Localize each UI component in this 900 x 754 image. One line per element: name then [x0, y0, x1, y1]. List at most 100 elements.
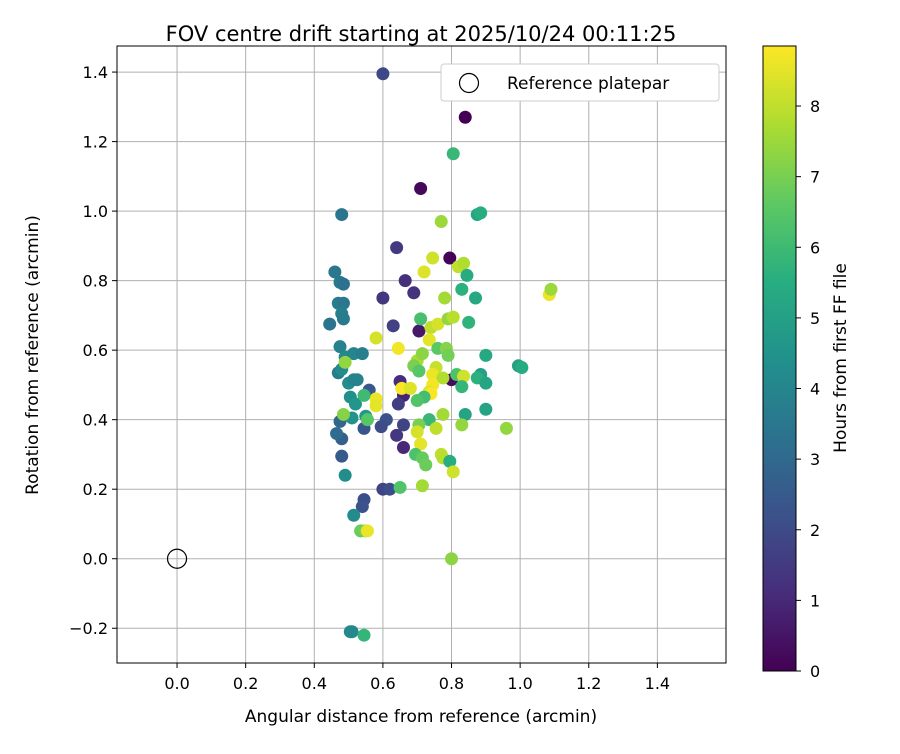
data-point: [446, 465, 460, 479]
colorbar-tick-label: 3: [810, 450, 820, 469]
data-point: [338, 355, 352, 369]
data-point: [479, 348, 493, 362]
plot-frame: [116, 45, 727, 664]
colorbar-tick-label: 7: [810, 168, 820, 187]
x-axis-label: Angular distance from reference (arcmin): [245, 707, 597, 727]
colorbar-tick-label: 0: [810, 662, 820, 681]
data-point: [393, 480, 407, 494]
colorbar-tick-label: 8: [810, 97, 820, 116]
data-point: [412, 364, 426, 378]
data-point: [338, 468, 352, 482]
data-point: [438, 291, 452, 305]
data-point: [414, 437, 428, 451]
x-tick-label: 1.0: [507, 674, 532, 693]
legend-marker-icon: [458, 72, 480, 94]
x-tick-label: 1.4: [645, 674, 670, 693]
data-point: [398, 274, 412, 288]
data-point: [460, 268, 474, 282]
colorbar-ticks: 0 1 2 3 4 5 6 7 8: [796, 97, 820, 681]
data-point: [360, 413, 374, 427]
data-point: [458, 407, 472, 421]
x-tick-label: 0.2: [233, 674, 258, 693]
data-point: [415, 347, 429, 361]
data-point: [479, 402, 493, 416]
data-point: [403, 381, 417, 395]
data-point: [419, 458, 433, 472]
y-tick-label: 0.6: [83, 341, 108, 360]
data-point: [376, 291, 390, 305]
reference-point-marker: [166, 548, 188, 569]
data-point: [446, 147, 460, 161]
data-point: [390, 241, 404, 255]
y-axis-label: Rotation from reference (arcmin): [23, 215, 43, 495]
colorbar-gradient: [762, 45, 797, 672]
data-point: [412, 324, 426, 338]
data-point: [396, 440, 410, 454]
data-point: [515, 361, 529, 375]
x-tick-label: 0.0: [164, 674, 189, 693]
data-point: [445, 552, 459, 566]
data-point: [347, 508, 361, 522]
chart-title: FOV centre drift starting at 2025/10/24 …: [166, 22, 677, 46]
data-point: [414, 312, 428, 326]
data-point: [386, 319, 400, 333]
colorbar-tick-label: 4: [810, 380, 820, 399]
data-point: [360, 524, 374, 538]
data-point: [436, 371, 450, 385]
data-point: [407, 286, 421, 300]
data-point: [335, 208, 349, 222]
data-point: [422, 333, 436, 347]
data-point: [376, 67, 390, 81]
data-point: [390, 428, 404, 442]
data-point: [336, 277, 350, 291]
data-point: [348, 397, 362, 411]
data-point: [458, 110, 472, 124]
data-point: [414, 182, 428, 196]
colorbar-tick-label: 5: [810, 309, 820, 328]
data-point: [441, 348, 455, 362]
x-tick-label: 1.2: [576, 674, 601, 693]
data-point: [455, 380, 469, 394]
colorbar-tick-label: 2: [810, 521, 820, 540]
data-point: [336, 407, 350, 421]
x-axis-ticks: 0.0 0.2 0.4 0.6 0.8 1.0 1.2 1.4: [164, 663, 670, 693]
y-tick-label: 1.2: [83, 133, 108, 152]
y-tick-label: 0.0: [83, 550, 108, 569]
data-point: [396, 418, 410, 432]
data-point: [369, 331, 383, 345]
data-point: [357, 388, 371, 402]
data-point: [410, 394, 424, 408]
legend-label: Reference platepar: [507, 74, 669, 94]
y-tick-label: 0.8: [83, 272, 108, 291]
data-point: [431, 317, 445, 331]
data-point: [443, 251, 457, 265]
data-point: [479, 376, 493, 390]
data-point: [544, 282, 558, 296]
legend: Reference platepar: [440, 63, 720, 102]
data-point: [417, 265, 431, 279]
data-point: [357, 628, 371, 642]
data-point: [457, 256, 471, 270]
data-point: [436, 407, 450, 421]
data-point: [350, 373, 364, 387]
data-point: [336, 312, 350, 326]
reference-marker: [166, 548, 188, 569]
data-point: [434, 215, 448, 229]
data-point: [499, 421, 513, 435]
data-points: [323, 67, 558, 642]
data-point: [462, 315, 476, 329]
data-point: [383, 482, 397, 496]
x-tick-label: 0.4: [302, 674, 327, 693]
data-point: [469, 291, 483, 305]
data-point: [455, 418, 469, 432]
legend-box: [440, 63, 720, 102]
data-point: [391, 341, 405, 355]
data-point: [474, 206, 488, 220]
data-point: [369, 399, 383, 413]
data-point: [333, 340, 347, 354]
data-point: [410, 425, 424, 439]
data-point: [457, 369, 471, 383]
y-tick-label: −0.2: [69, 619, 108, 638]
data-point: [355, 347, 369, 361]
y-axis-ticks: −0.2 0.0 0.2 0.4 0.6 0.8 1.0 1.2 1.4: [69, 63, 117, 638]
